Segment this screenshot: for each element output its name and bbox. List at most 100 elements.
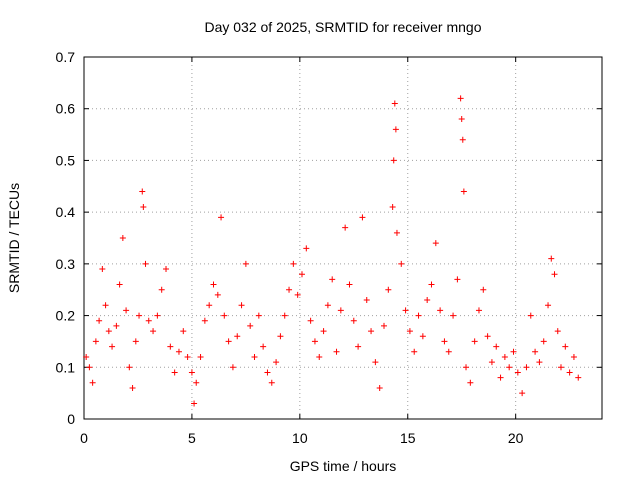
data-point <box>391 100 398 107</box>
data-point <box>119 235 126 241</box>
data-point <box>480 286 487 293</box>
data-point <box>167 343 174 350</box>
data-point <box>294 291 301 298</box>
data-point <box>459 136 466 143</box>
data-point <box>488 359 495 366</box>
data-point <box>99 266 106 273</box>
x-tick-label: 0 <box>80 430 88 446</box>
data-point <box>298 271 305 278</box>
data-point <box>171 369 178 376</box>
data-point <box>475 307 482 314</box>
data-point <box>154 312 161 319</box>
data-point <box>268 379 275 386</box>
data-point <box>389 203 396 210</box>
y-tick-label: 0.4 <box>56 204 76 220</box>
data-point <box>113 322 120 329</box>
data-point <box>158 286 165 293</box>
data-point <box>92 338 99 345</box>
data-point <box>501 353 508 360</box>
data-point <box>83 353 90 360</box>
x-tick-label: 15 <box>400 430 416 446</box>
data-point <box>458 116 465 123</box>
data-point <box>566 369 573 376</box>
data-point <box>570 353 577 360</box>
data-point <box>126 364 133 371</box>
data-point <box>206 302 213 309</box>
data-point <box>218 214 225 221</box>
data-point <box>463 364 470 371</box>
y-tick-label: 0.6 <box>56 101 76 117</box>
data-point <box>116 281 123 288</box>
data-point <box>290 260 297 267</box>
data-point <box>415 312 422 319</box>
data-point <box>454 276 461 283</box>
data-point <box>273 359 280 366</box>
data-point <box>184 353 191 360</box>
data-point <box>359 214 366 221</box>
data-point <box>242 260 249 267</box>
data-point <box>493 343 500 350</box>
data-point <box>210 281 217 288</box>
data-point <box>163 266 170 273</box>
data-point <box>214 291 221 298</box>
data-point <box>329 276 336 283</box>
data-point <box>540 338 547 345</box>
data-point <box>450 312 457 319</box>
data-point <box>307 317 314 324</box>
data-point <box>376 384 383 391</box>
data-point <box>471 338 478 345</box>
data-point <box>96 317 103 324</box>
data-point <box>419 333 426 340</box>
data-points <box>83 95 582 407</box>
data-point <box>150 328 157 335</box>
y-tick-label: 0 <box>67 411 75 427</box>
data-point <box>324 302 331 309</box>
data-point <box>355 343 362 350</box>
data-point <box>368 328 375 335</box>
data-point <box>557 364 564 371</box>
data-point <box>532 348 539 355</box>
data-point <box>320 328 327 335</box>
data-point <box>281 312 288 319</box>
data-point <box>109 343 116 350</box>
plot-frame <box>83 56 603 420</box>
data-point <box>129 384 136 391</box>
data-point <box>238 302 245 309</box>
data-point <box>428 281 435 288</box>
data-point <box>221 312 228 319</box>
data-point <box>484 333 491 340</box>
data-point <box>390 157 397 164</box>
data-point <box>562 343 569 350</box>
data-point <box>506 364 513 371</box>
data-point <box>229 364 236 371</box>
y-tick-label: 0.1 <box>56 359 76 375</box>
data-point <box>381 322 388 329</box>
data-point <box>437 307 444 314</box>
data-point <box>260 343 267 350</box>
data-point <box>136 312 143 319</box>
data-point <box>193 379 200 386</box>
data-point <box>432 240 439 247</box>
data-point <box>551 271 558 278</box>
data-point <box>311 338 318 345</box>
data-point <box>536 359 543 366</box>
data-point <box>188 369 195 376</box>
data-point <box>527 312 534 319</box>
y-tick-label: 0.3 <box>56 256 76 272</box>
data-point <box>180 328 187 335</box>
data-point <box>251 353 258 360</box>
data-point <box>342 224 349 231</box>
data-point <box>548 255 555 262</box>
y-tick-label: 0.5 <box>56 152 76 168</box>
x-tick-label: 10 <box>292 430 308 446</box>
data-point <box>303 245 310 252</box>
data-point <box>247 322 254 329</box>
chart-title: Day 032 of 2025, SRMTID for receiver mng… <box>204 19 481 35</box>
data-point <box>372 359 379 366</box>
data-point <box>514 369 521 376</box>
x-tick-label: 20 <box>508 430 524 446</box>
data-point <box>350 317 357 324</box>
data-point <box>346 281 353 288</box>
data-point <box>201 317 208 324</box>
y-axis-label: SRMTID / TECUs <box>6 183 22 293</box>
